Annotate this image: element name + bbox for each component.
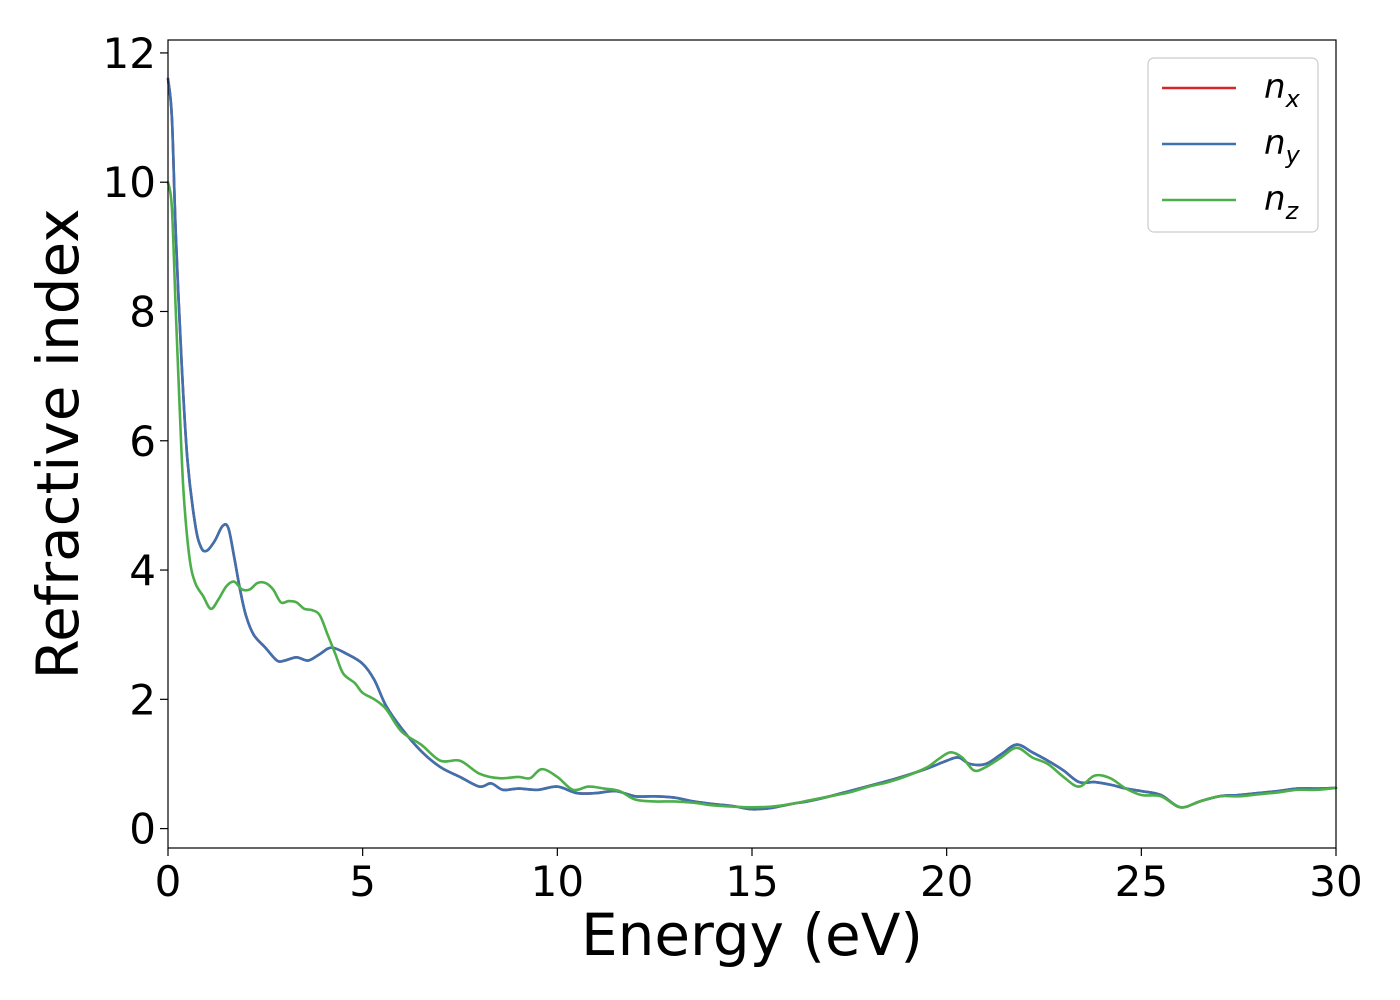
legend-label-subscript: z bbox=[1285, 197, 1300, 225]
x-tick-label: 15 bbox=[725, 857, 778, 906]
y-tick-label: 12 bbox=[103, 29, 156, 78]
x-tick-label: 0 bbox=[155, 857, 182, 906]
legend-label-subscript: x bbox=[1285, 85, 1301, 113]
x-tick-label: 30 bbox=[1309, 857, 1362, 906]
y-tick-label: 6 bbox=[129, 417, 156, 466]
legend-label-ny: ny bbox=[1264, 123, 1301, 169]
series-line-nz bbox=[166, 180, 1338, 809]
x-tick-label: 25 bbox=[1115, 857, 1168, 906]
y-tick-label: 8 bbox=[129, 287, 156, 336]
x-tick-label: 5 bbox=[349, 857, 376, 906]
series-layer bbox=[166, 77, 1338, 811]
x-tick-label: 10 bbox=[531, 857, 584, 906]
legend-label-nz: nz bbox=[1264, 179, 1300, 225]
y-tick-label: 10 bbox=[103, 158, 156, 207]
legend-label-subscript: y bbox=[1285, 141, 1301, 169]
x-axis-ticks: 0 5 10 15 20 25 30 bbox=[155, 848, 1363, 906]
y-tick-label: 2 bbox=[129, 675, 156, 724]
y-tick-label: 0 bbox=[129, 805, 156, 854]
y-tick-label: 4 bbox=[129, 546, 156, 595]
legend-label-base: n bbox=[1264, 123, 1286, 163]
legend-label-nx: nx bbox=[1264, 67, 1301, 113]
legend-label-base: n bbox=[1264, 67, 1286, 107]
x-tick-label: 20 bbox=[920, 857, 973, 906]
legend-label-base: n bbox=[1264, 179, 1286, 219]
plot-background bbox=[168, 40, 1336, 848]
y-axis-title: Refractive index bbox=[24, 208, 92, 679]
y-axis-ticks: 0 2 4 6 8 10 12 bbox=[103, 29, 168, 854]
x-axis-title: Energy (eV) bbox=[581, 901, 923, 969]
